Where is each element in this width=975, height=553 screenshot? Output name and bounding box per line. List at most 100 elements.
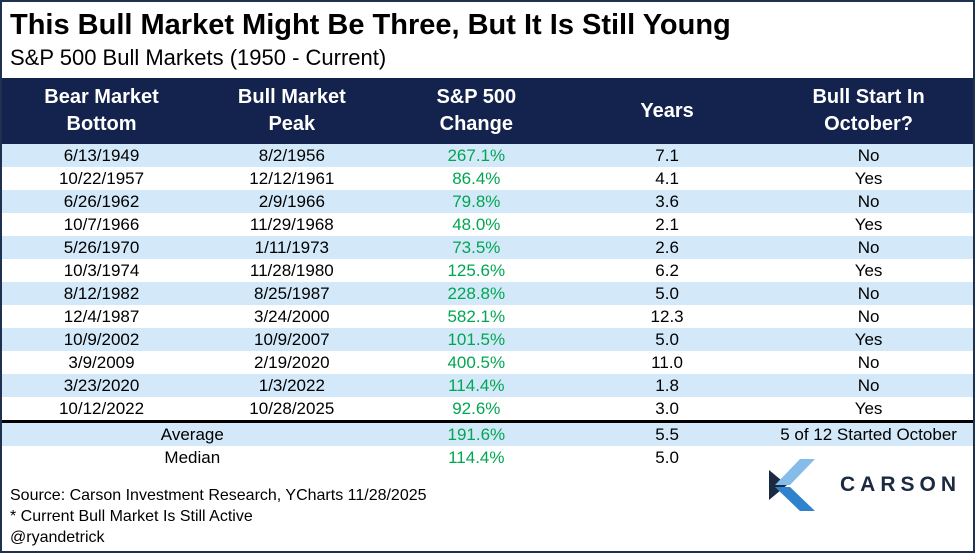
carson-logo-text: CARSON bbox=[839, 473, 961, 496]
table-row: 10/3/1974 11/28/1980 125.6% 6.2 Yes bbox=[2, 259, 973, 282]
cell-october: No bbox=[857, 307, 880, 326]
cell-bear-market-bottom: 6/26/1962 bbox=[63, 192, 140, 211]
cell-bull-market-peak: 1/11/1973 bbox=[254, 238, 330, 257]
table-row: 3/9/2009 2/19/2020 400.5% 11.0 No bbox=[2, 351, 973, 374]
column-header-years: Years bbox=[570, 78, 764, 144]
cell-sp500-change: 101.5% bbox=[447, 330, 506, 349]
cell-october: No bbox=[857, 146, 880, 165]
cell-bear-market-bottom: 10/12/2022 bbox=[58, 399, 145, 418]
summary-years: 5.0 bbox=[655, 448, 679, 467]
cell-october: Yes bbox=[854, 399, 883, 418]
summary-divider bbox=[2, 420, 973, 423]
cell-bull-market-peak: 1/3/2022 bbox=[258, 376, 325, 395]
cell-bear-market-bottom: 3/23/2020 bbox=[63, 376, 140, 395]
header-line: Peak bbox=[268, 113, 316, 135]
cell-years: 11.0 bbox=[651, 353, 683, 372]
carson-logo: CARSON bbox=[768, 459, 961, 511]
table-row: 10/12/2022 10/28/2025 92.6% 3.0 Yes bbox=[2, 397, 973, 420]
cell-sp500-change: 114.4% bbox=[448, 376, 505, 395]
cell-october: Yes bbox=[854, 215, 883, 234]
cell-sp500-change: 582.1% bbox=[447, 307, 506, 326]
table-row: 6/13/1949 8/2/1956 267.1% 7.1 No bbox=[2, 144, 973, 167]
summary-sp500-change: 191.6% bbox=[447, 425, 506, 444]
cell-bear-market-bottom: 6/13/1949 bbox=[63, 146, 140, 165]
cell-bull-market-peak: 2/19/2020 bbox=[254, 353, 330, 372]
summary-sp500-change: 114.4% bbox=[448, 448, 505, 467]
table-row: 3/23/2020 1/3/2022 114.4% 1.8 No bbox=[2, 374, 973, 397]
table-header-row: Bear Market Bottom Bull Market Peak S&P … bbox=[2, 78, 973, 144]
header-line: Bull Market bbox=[237, 86, 346, 108]
summary-years: 5.5 bbox=[655, 425, 679, 444]
cell-sp500-change: 92.6% bbox=[452, 399, 501, 418]
summary-row-average: Average 191.6% 5.5 5 of 12 Started Octob… bbox=[2, 423, 973, 446]
cell-sp500-change: 267.1% bbox=[447, 146, 506, 165]
cell-bull-market-peak: 10/28/2025 bbox=[249, 399, 335, 418]
table-row: 6/26/1962 2/9/1966 79.8% 3.6 No bbox=[2, 190, 973, 213]
summary-label: Median bbox=[164, 448, 221, 467]
cell-bear-market-bottom: 10/22/1957 bbox=[58, 169, 145, 188]
cell-years: 3.0 bbox=[655, 399, 679, 418]
cell-october: No bbox=[857, 192, 880, 211]
cell-bull-market-peak: 8/25/1987 bbox=[254, 284, 330, 303]
column-header-bull-start-october: Bull Start In October? bbox=[764, 78, 973, 144]
footnote-text: * Current Bull Market Is Still Active bbox=[10, 508, 253, 525]
cell-years: 2.6 bbox=[655, 238, 679, 257]
table-row: 5/26/1970 1/11/1973 73.5% 2.6 No bbox=[2, 236, 973, 259]
cell-sp500-change: 79.8% bbox=[452, 192, 501, 211]
cell-years: 3.6 bbox=[655, 192, 679, 211]
cell-years: 2.1 bbox=[655, 215, 679, 234]
table-row: 12/4/1987 3/24/2000 582.1% 12.3 No bbox=[2, 305, 973, 328]
header-line: Change bbox=[439, 113, 513, 135]
cell-october: Yes bbox=[854, 261, 883, 280]
cell-years: 5.0 bbox=[655, 284, 679, 303]
cell-bull-market-peak: 3/24/2000 bbox=[254, 307, 330, 326]
header-line: October? bbox=[824, 113, 914, 135]
cell-bear-market-bottom: 5/26/1970 bbox=[63, 238, 140, 257]
twitter-handle: @ryandetrick bbox=[10, 529, 105, 546]
table-row: 10/9/2002 10/9/2007 101.5% 5.0 Yes bbox=[2, 328, 973, 351]
cell-sp500-change: 400.5% bbox=[447, 353, 506, 372]
cell-years: 7.1 bbox=[655, 146, 679, 165]
cell-years: 6.2 bbox=[655, 261, 679, 280]
header-line: Bear Market bbox=[44, 86, 159, 108]
footer-notes: Source: Carson Investment Research, YCha… bbox=[10, 485, 427, 548]
cell-bear-market-bottom: 10/3/1974 bbox=[63, 261, 140, 280]
cell-bull-market-peak: 12/12/1961 bbox=[249, 169, 335, 188]
bull-markets-table: Bear Market Bottom Bull Market Peak S&P … bbox=[2, 78, 973, 469]
table-body: 6/13/1949 8/2/1956 267.1% 7.1 No 10/22/1957 1… bbox=[2, 144, 973, 420]
cell-october: No bbox=[857, 376, 880, 395]
header-line: Bull Start In bbox=[812, 86, 925, 108]
cell-bear-market-bottom: 10/7/1966 bbox=[63, 215, 140, 234]
header-line: S&P 500 bbox=[436, 86, 517, 108]
cell-years: 12.3 bbox=[650, 307, 684, 326]
cell-bear-market-bottom: 3/9/2009 bbox=[68, 353, 135, 372]
column-header-bear-market-bottom: Bear Market Bottom bbox=[2, 78, 201, 144]
cell-bear-market-bottom: 10/9/2002 bbox=[63, 330, 140, 349]
cell-october: No bbox=[857, 284, 880, 303]
cell-october: No bbox=[857, 238, 880, 257]
summary-label: Average bbox=[160, 425, 224, 444]
cell-october: Yes bbox=[854, 330, 883, 349]
cell-years: 5.0 bbox=[655, 330, 679, 349]
table-row: 10/7/1966 11/29/1968 48.0% 2.1 Yes bbox=[2, 213, 973, 236]
cell-bull-market-peak: 11/28/1980 bbox=[249, 261, 334, 280]
column-header-sp500-change: S&P 500 Change bbox=[383, 78, 570, 144]
cell-sp500-change: 48.0% bbox=[452, 215, 501, 234]
cell-bull-market-peak: 10/9/2007 bbox=[254, 330, 330, 349]
cell-bear-market-bottom: 8/12/1982 bbox=[63, 284, 140, 303]
cell-sp500-change: 125.6% bbox=[447, 261, 506, 280]
table-row: 10/22/1957 12/12/1961 86.4% 4.1 Yes bbox=[2, 167, 973, 190]
cell-october: Yes bbox=[854, 169, 883, 188]
source-text: Source: Carson Investment Research, YCha… bbox=[10, 487, 427, 504]
cell-bull-market-peak: 2/9/1966 bbox=[258, 192, 325, 211]
carson-logo-icon bbox=[768, 459, 815, 511]
cell-bear-market-bottom: 12/4/1987 bbox=[63, 307, 140, 326]
cell-sp500-change: 73.5% bbox=[452, 238, 501, 257]
chart-subtitle: S&P 500 Bull Markets (1950 - Current) bbox=[10, 45, 387, 70]
cell-bull-market-peak: 8/2/1956 bbox=[258, 146, 325, 165]
table-row: 8/12/1982 8/25/1987 228.8% 5.0 No bbox=[2, 282, 973, 305]
header-line: Years bbox=[640, 99, 694, 122]
chart-header: This Bull Market Might Be Three, But It … bbox=[2, 2, 973, 71]
cell-sp500-change: 228.8% bbox=[447, 284, 506, 303]
